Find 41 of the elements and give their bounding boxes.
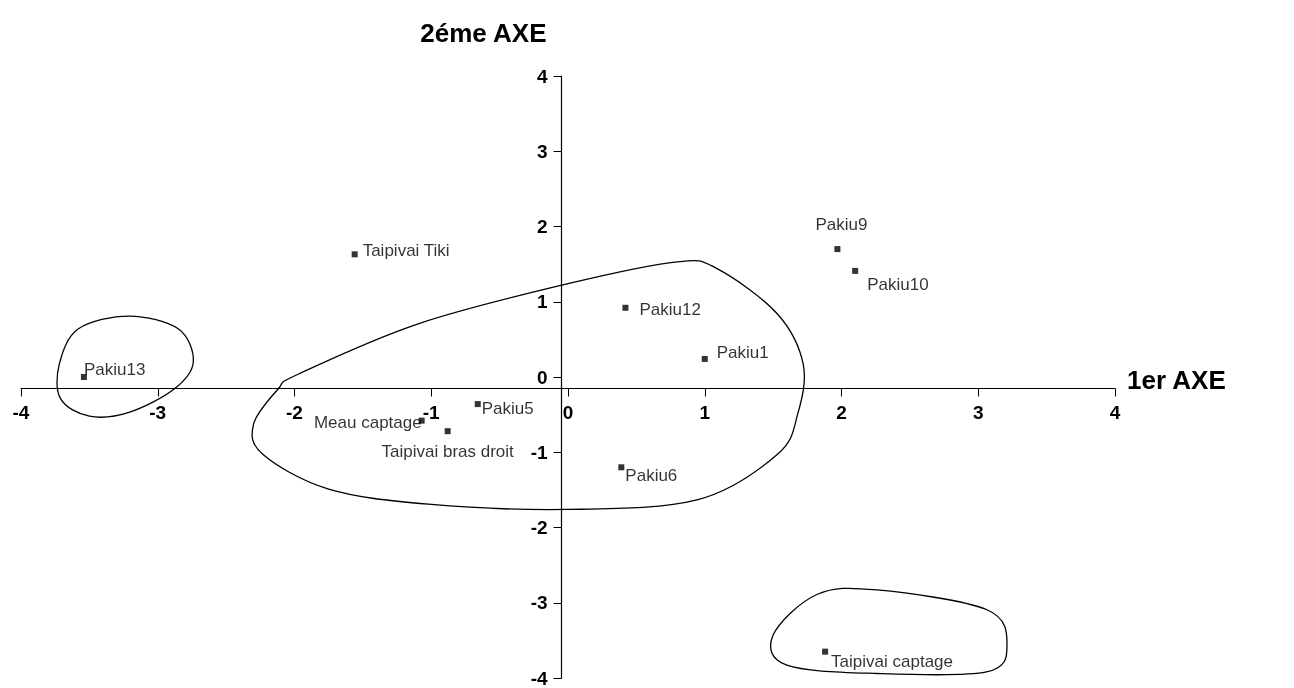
y-tick-label: 4 [536,65,548,87]
series-label: Taipivai bras droit [381,442,515,462]
point [834,246,841,253]
point [822,648,829,655]
point [622,304,629,311]
point [701,355,708,362]
x-tick-label: -2 [286,401,303,423]
point [852,267,859,274]
series-label: Pakiu5 [481,398,534,418]
x-tick-label: 2 [836,401,847,423]
series-label: Pakiu10 [867,275,929,295]
series-label: Taipivai Tiki [362,240,450,260]
series-label: Pakiu13 [83,359,146,379]
x-axis-title: 1er AXE [1127,364,1226,395]
x-tick-label: 0 [562,401,574,423]
point [444,428,451,435]
x-tick-label: 1 [699,401,711,423]
y-tick-label: -3 [530,592,548,614]
series-label: Pakiu6 [625,465,678,485]
y-tick-label: 3 [536,140,548,162]
y-tick-label: -1 [530,441,548,463]
x-tick-label: 3 [972,401,984,423]
series-label: Meau captage [313,413,422,433]
x-tick-label: -1 [422,401,441,423]
x-tick-label: 4 [1109,401,1121,423]
y-tick-label: -4 [530,667,548,688]
point [618,464,625,471]
point [474,401,481,408]
y-tick-label: 1 [536,291,548,313]
series-label: Taipivai captage [831,652,954,672]
y-tick-label: 2 [536,216,548,237]
y-axis-title: 2éme AXE [420,18,547,48]
x-tick-label: -4 [12,401,30,423]
x-tick-label: -3 [149,401,167,423]
point [80,374,87,380]
series-label: Pakiu9 [815,215,868,235]
series-label: Pakiu12 [639,300,701,320]
y-tick-label: -2 [530,517,548,538]
series-label: Pakiu1 [716,343,769,363]
point [351,251,358,258]
y-tick-label: 0 [536,366,548,388]
